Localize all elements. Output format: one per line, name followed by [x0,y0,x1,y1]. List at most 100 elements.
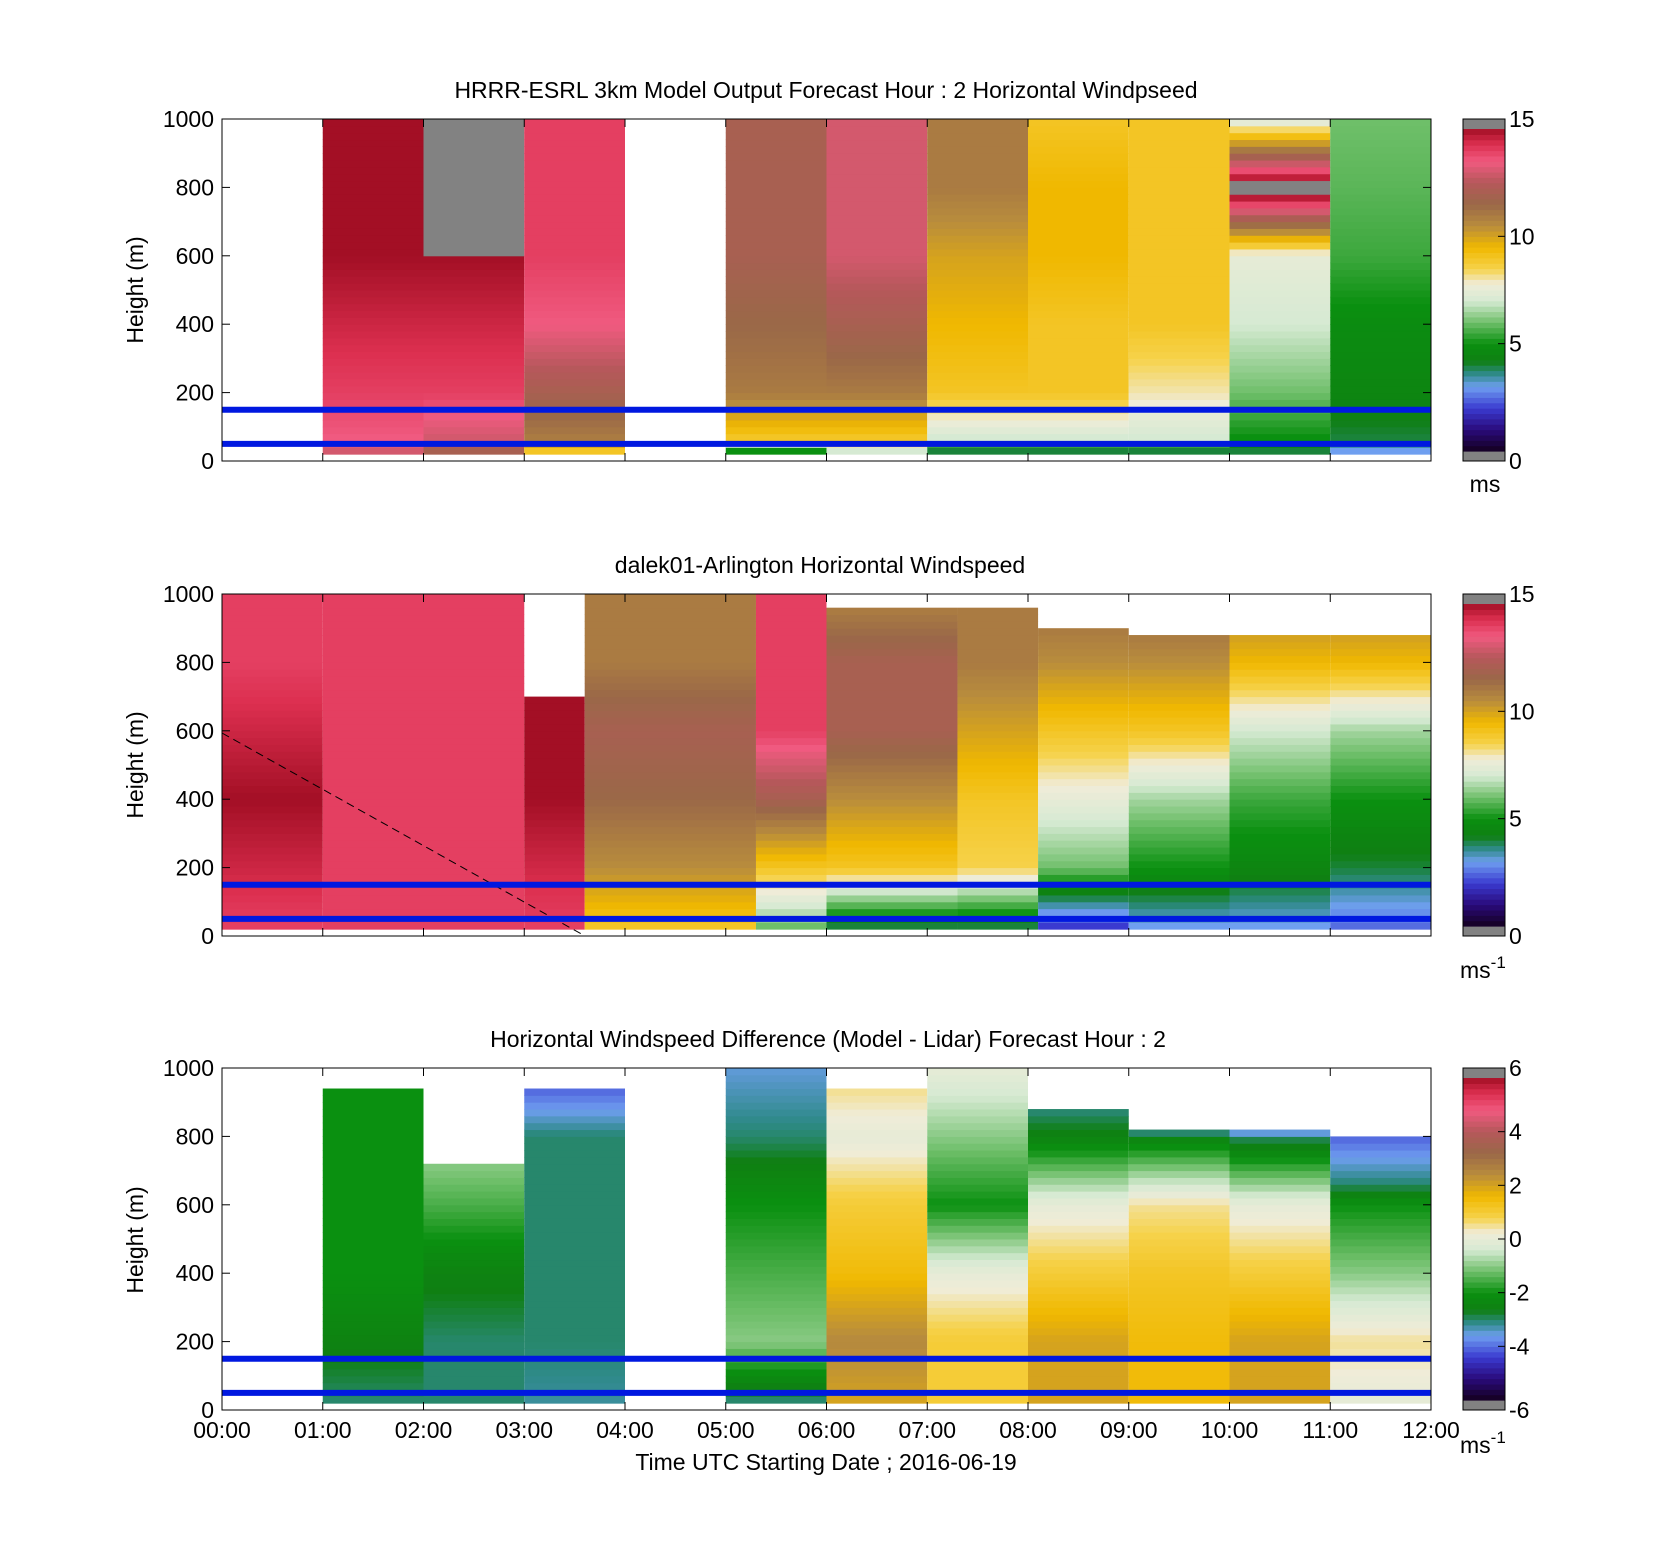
heatmap-cell [1028,1327,1129,1336]
heatmap-cell [725,153,827,161]
heatmap-cell [725,331,827,339]
heatmap-cell [1229,166,1331,175]
heatmap-cell [1229,1191,1331,1199]
heatmap-cell [1128,758,1230,766]
heatmap-cell [1128,812,1230,821]
heatmap-cell [524,228,625,236]
heatmap-cell [826,365,928,373]
heatmap-cell [927,1239,1028,1247]
heatmap-cell [826,758,958,766]
heatmap-cell [222,860,323,869]
heatmap-cell [1028,160,1129,168]
heatmap-cell [755,792,827,800]
heatmap-cell [524,765,585,773]
heatmap-cell [524,758,585,766]
heatmap-cell [524,269,625,277]
heatmap-cell [322,317,424,325]
x-tick-label: 10:00 [1201,1417,1259,1443]
colorbar-segment [1463,813,1505,820]
heatmap-cell [524,235,625,243]
heatmap-cell [725,303,827,312]
heatmap-cell [524,1102,625,1110]
heatmap-cell [826,840,958,848]
heatmap-cell [524,194,625,202]
heatmap-cell [1038,717,1129,725]
colorbar-segment [1463,770,1505,777]
heatmap-cell [524,1239,625,1247]
heatmap-cell [1330,419,1431,428]
heatmap-cell [725,1266,827,1274]
heatmap-cell [1128,1163,1230,1172]
heatmap-cell [1229,1334,1331,1343]
heatmap-cell [755,676,827,684]
heatmap-cell [524,723,585,732]
heatmap-cell [524,710,585,718]
heatmap-cell [927,351,1028,359]
heatmap-cell [423,269,525,277]
heatmap-cell [826,806,958,814]
colorbar-segment [1463,711,1505,718]
heatmap-cell [1128,1177,1230,1185]
heatmap-cell [1128,1286,1230,1295]
colorbar-segment [1463,1147,1505,1154]
heatmap-cell [322,1382,424,1390]
heatmap-cell [524,1266,625,1274]
heatmap-cell [927,1109,1028,1117]
heatmap-cell [423,447,525,455]
heatmap-cell [927,290,1028,298]
heatmap-cell [1028,1163,1129,1172]
colorbar-segment [1463,391,1505,398]
heatmap-cell [222,888,323,896]
heatmap-cell [1038,785,1129,793]
heatmap-cell [524,771,585,780]
colorbar-segment [1463,920,1505,927]
colorbar-segment [1463,263,1505,270]
heatmap-cell [1038,833,1129,841]
heatmap-cell [1229,1136,1331,1144]
heatmap-cell [322,1321,424,1329]
heatmap-cell [755,765,827,773]
colorbar-segment [1463,134,1505,141]
heatmap-cell [322,392,424,400]
heatmap-cell [524,922,585,930]
heatmap-cell [1128,180,1230,188]
heatmap-cell [1028,1122,1129,1131]
heatmap-cell [725,262,827,270]
heatmap-cell [1128,792,1230,800]
heatmap-cell [222,867,323,875]
heatmap-cell [1229,682,1331,691]
heatmap-cell [725,433,827,441]
heatmap-cell [755,867,827,875]
heatmap-cell [322,744,525,752]
heatmap-cell [222,641,323,650]
heatmap-cell [927,119,1028,127]
heatmap-cell [423,378,525,387]
heatmap-cell [1330,399,1431,407]
colorbar-segment [1463,1319,1505,1326]
heatmap-cell [584,600,756,609]
colorbar-segment [1463,1206,1505,1213]
heatmap-cell [524,1293,625,1302]
colorbar-segment [1463,1185,1505,1192]
heatmap-cell [826,255,928,264]
heatmap-cell [725,1068,827,1076]
heatmap-cell [1229,433,1331,441]
heatmap-cell [1229,737,1331,745]
heatmap-cell [1128,372,1230,380]
heatmap-cell [1229,1368,1331,1377]
heatmap-cell [1229,1218,1331,1226]
heatmap-cell [927,426,1028,435]
heatmap-cell [1229,1348,1331,1356]
heatmap-cell [755,922,827,930]
heatmap-cell [584,682,756,691]
heatmap-cell [1229,1273,1331,1281]
colorbar-segment [1463,877,1505,884]
heatmap-cell [1038,894,1129,903]
heatmap-cell [524,847,585,855]
heatmap-cell [1128,283,1230,291]
panel-model: HRRR-ESRL 3km Model Output Forecast Hour… [122,77,1535,497]
heatmap-cell [423,1232,525,1240]
heatmap-cell [927,132,1028,141]
heatmap-cell [826,1170,928,1178]
heatmap-cell [957,737,1039,745]
